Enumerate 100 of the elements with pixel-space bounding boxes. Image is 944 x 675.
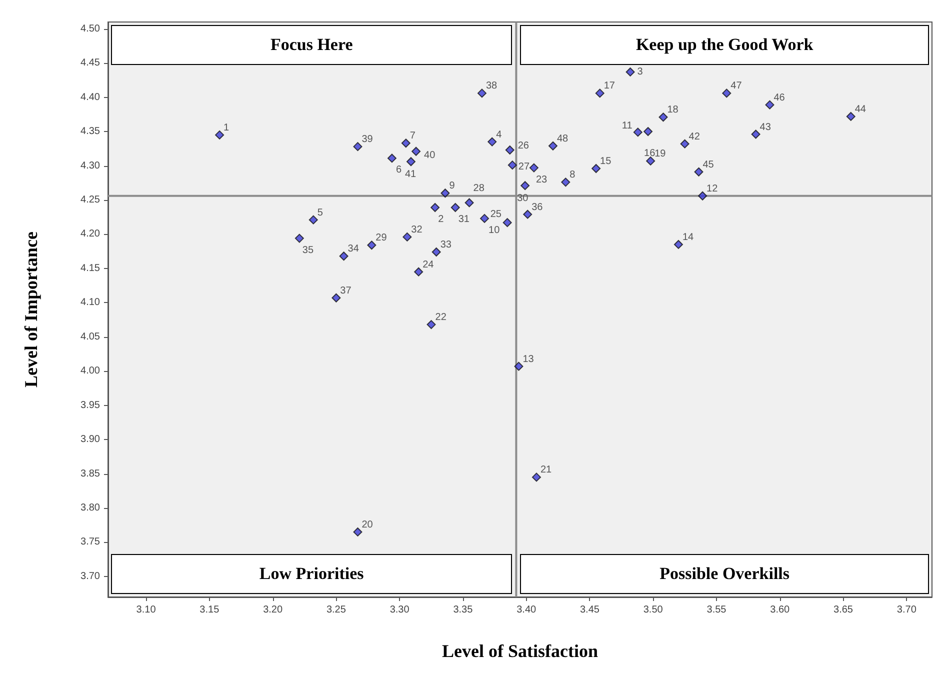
y-tick-label: 4.50	[80, 23, 100, 34]
annotation: 39	[362, 134, 374, 146]
annotation: 13	[522, 354, 534, 365]
annotation: 24	[422, 259, 434, 270]
x-tick-label: 3.70	[896, 604, 917, 616]
quadrant-box: Possible Overkills	[520, 554, 929, 594]
point	[505, 146, 514, 155]
point	[367, 240, 376, 250]
point	[644, 127, 653, 136]
annotation: 35	[302, 244, 314, 256]
annotation: 10	[488, 224, 500, 236]
x-tick-label: 3.25	[326, 604, 346, 616]
annotation: 32	[411, 224, 423, 236]
point	[595, 88, 604, 98]
point	[353, 527, 362, 536]
annotation: 7	[410, 130, 416, 142]
point	[440, 188, 450, 198]
annotation: 47	[730, 80, 742, 92]
annotation: 45	[702, 159, 714, 170]
annotation: 19	[654, 148, 666, 160]
annotation: 38	[486, 80, 498, 92]
y-tick-label: 3.95	[80, 400, 100, 411]
annotation: 11	[622, 120, 633, 132]
quadrant-box: Focus Here	[111, 25, 512, 65]
annotation: Possible Overkills	[660, 564, 790, 584]
annotation: 25	[490, 209, 502, 220]
point	[464, 198, 474, 208]
x-tick-label: 3.20	[263, 604, 283, 616]
point	[523, 210, 532, 219]
point	[502, 218, 512, 228]
y-tick-label: 3.75	[80, 536, 100, 548]
annotation: 36	[532, 202, 544, 213]
point	[626, 67, 635, 76]
annotation: 44	[854, 104, 866, 115]
annotation: 18	[667, 104, 679, 116]
point	[215, 130, 224, 140]
point	[414, 267, 424, 276]
point	[332, 293, 341, 302]
point	[846, 112, 856, 121]
annotation: 14	[682, 232, 694, 243]
annotation: 3	[637, 66, 644, 78]
annotation: 2	[438, 214, 444, 226]
point	[450, 203, 460, 212]
point	[402, 232, 412, 242]
annotation: Focus Here	[270, 35, 353, 55]
point	[477, 88, 486, 98]
y-tick-label: 4.15	[80, 262, 100, 274]
point	[658, 112, 668, 122]
y-tick-label: 4.00	[80, 366, 100, 377]
point	[751, 130, 760, 139]
annotation: 16	[644, 148, 656, 160]
point	[508, 160, 517, 170]
annotation: 22	[435, 312, 447, 324]
point	[532, 472, 541, 482]
point	[561, 178, 570, 187]
annotation: 30	[517, 193, 529, 204]
point	[529, 163, 538, 172]
annotation: 40	[424, 150, 436, 161]
annotation: 9	[449, 180, 456, 192]
y-axis-title: Level of Importance	[21, 232, 41, 388]
point	[339, 252, 348, 261]
y-tick-label: 3.80	[80, 502, 100, 514]
x-tick-label: 3.30	[390, 604, 410, 616]
annotation: 6	[396, 164, 402, 176]
y-tick-label: 4.25	[80, 194, 100, 206]
point	[387, 154, 396, 163]
point	[514, 362, 524, 371]
point	[488, 137, 497, 146]
annotation: 27	[518, 162, 530, 173]
annotation: 31	[458, 214, 470, 226]
x-tick-label: 3.60	[770, 604, 790, 616]
annotation: 42	[688, 131, 700, 142]
annotation: Keep up the Good Work	[636, 35, 814, 55]
annotation: 4	[496, 129, 502, 140]
x-axis-title: Level of Satisfaction	[442, 641, 598, 661]
annotation: 37	[340, 285, 352, 296]
annotation: 41	[404, 169, 417, 180]
annotation: 15	[600, 156, 612, 167]
annotation: 1	[224, 122, 230, 134]
y-tick-label: 4.45	[80, 58, 100, 69]
point	[480, 214, 490, 223]
annotation: 21	[540, 464, 552, 476]
y-tick-label: 4.35	[80, 126, 100, 138]
x-tick-label: 3.50	[643, 604, 664, 616]
x-tick-label: 3.15	[200, 604, 220, 616]
x-tick-label: 3.40	[516, 604, 537, 616]
point	[401, 138, 410, 148]
annotation: 23	[536, 174, 548, 186]
annotation: 43	[760, 122, 772, 133]
annotation: 48	[556, 133, 569, 144]
point	[548, 141, 558, 150]
y-tick-label: 4.10	[80, 297, 100, 308]
y-tick-label: 3.90	[80, 434, 100, 446]
point	[646, 156, 656, 166]
point	[308, 215, 318, 224]
point	[294, 234, 304, 243]
point	[694, 167, 704, 176]
y-tick-label: 4.20	[80, 228, 100, 240]
point	[698, 191, 708, 200]
annotation: 17	[604, 80, 616, 92]
